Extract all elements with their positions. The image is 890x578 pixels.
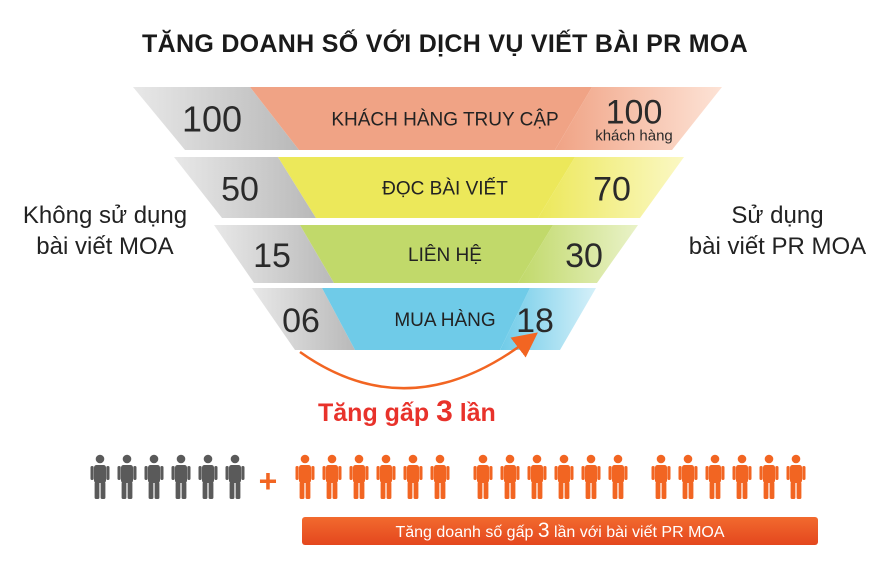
without-band [133, 87, 299, 150]
person-icon-orange [786, 454, 806, 499]
person-icon-orange [376, 454, 396, 499]
person-icon-orange [608, 454, 628, 499]
stage-label: MUA HÀNG [394, 310, 495, 331]
with-value: 100 [606, 94, 663, 132]
growth-prefix: Tăng gấp [318, 399, 430, 427]
funnel-row: ĐỌC BÀI VIẾT 50 70 [174, 157, 684, 218]
plus-icon: + [259, 463, 278, 499]
person-icon-gray [225, 454, 245, 499]
growth-factor: 3 [436, 395, 453, 428]
page-title: TĂNG DOANH SỐ VỚI DỊCH VỤ VIẾT BÀI PR MO… [142, 30, 748, 58]
without-band [252, 288, 355, 350]
person-icon-orange [581, 454, 601, 499]
banner-suffix: lần với bài viết PR MOA [553, 524, 725, 541]
without-value: 100 [182, 99, 242, 140]
person-icon-orange [322, 454, 342, 499]
person-icon-gray [117, 454, 137, 499]
growth-text: Tăng gấp 3 lần [318, 395, 496, 429]
with-band [538, 157, 684, 218]
banner-prefix: Tăng doanh số gấp [395, 524, 534, 541]
stage-label: LIÊN HỆ [408, 244, 482, 266]
stage-band [300, 225, 553, 283]
with-value: 18 [516, 302, 554, 340]
person-icon-orange [554, 454, 574, 499]
banner-factor: 3 [537, 519, 550, 542]
without-moa-line2: bài viết MOA [36, 233, 174, 260]
person-icon-orange [527, 454, 547, 499]
with-band [518, 225, 638, 283]
without-moa-line1: Không sử dụng [22, 202, 188, 229]
person-icon-orange [349, 454, 369, 499]
stage-band [322, 288, 530, 350]
stage-band [278, 157, 575, 218]
person-icon-orange [430, 454, 450, 499]
funnel-row: LIÊN HỆ 15 30 [214, 225, 638, 283]
person-icon-gray [198, 454, 218, 499]
without-value: 15 [253, 237, 291, 275]
person-icon-orange [759, 454, 779, 499]
person-icon-orange [651, 454, 671, 499]
without-value: 50 [221, 171, 259, 209]
stage-label: KHÁCH HÀNG TRUY CẬP [331, 109, 558, 131]
growth-suffix: lần [459, 399, 496, 427]
stage-label: ĐỌC BÀI VIẾT [382, 178, 508, 200]
person-icon-gray [90, 454, 110, 499]
without-band [214, 225, 334, 283]
with-moa-label: Sử dụng bài viết PR MOA [680, 200, 875, 262]
growth-arrow [299, 332, 538, 390]
person-icon-orange [705, 454, 725, 499]
person-icon-orange [678, 454, 698, 499]
person-icon-orange [473, 454, 493, 499]
person-icon-orange [500, 454, 520, 499]
person-icon-orange [295, 454, 315, 499]
person-icon-gray [144, 454, 164, 499]
person-icon-gray [171, 454, 191, 499]
without-moa-label: Không sử dụng bài viết MOA [10, 200, 200, 262]
stage-band [250, 87, 592, 150]
person-icon-orange [732, 454, 752, 499]
summary-banner: Tăng doanh số gấp 3 lần với bài viết PR … [302, 517, 818, 545]
with-value: 70 [593, 171, 631, 209]
with-value-note: khách hàng [595, 128, 673, 145]
with-value: 30 [565, 237, 603, 275]
with-moa-line1: Sử dụng [731, 202, 824, 229]
without-band [174, 157, 316, 218]
with-moa-line2: bài viết PR MOA [688, 233, 867, 260]
funnel-row: MUA HÀNG 06 18 [252, 288, 596, 350]
person-icon-orange [403, 454, 423, 499]
without-value: 06 [282, 302, 320, 340]
with-band [555, 87, 722, 150]
